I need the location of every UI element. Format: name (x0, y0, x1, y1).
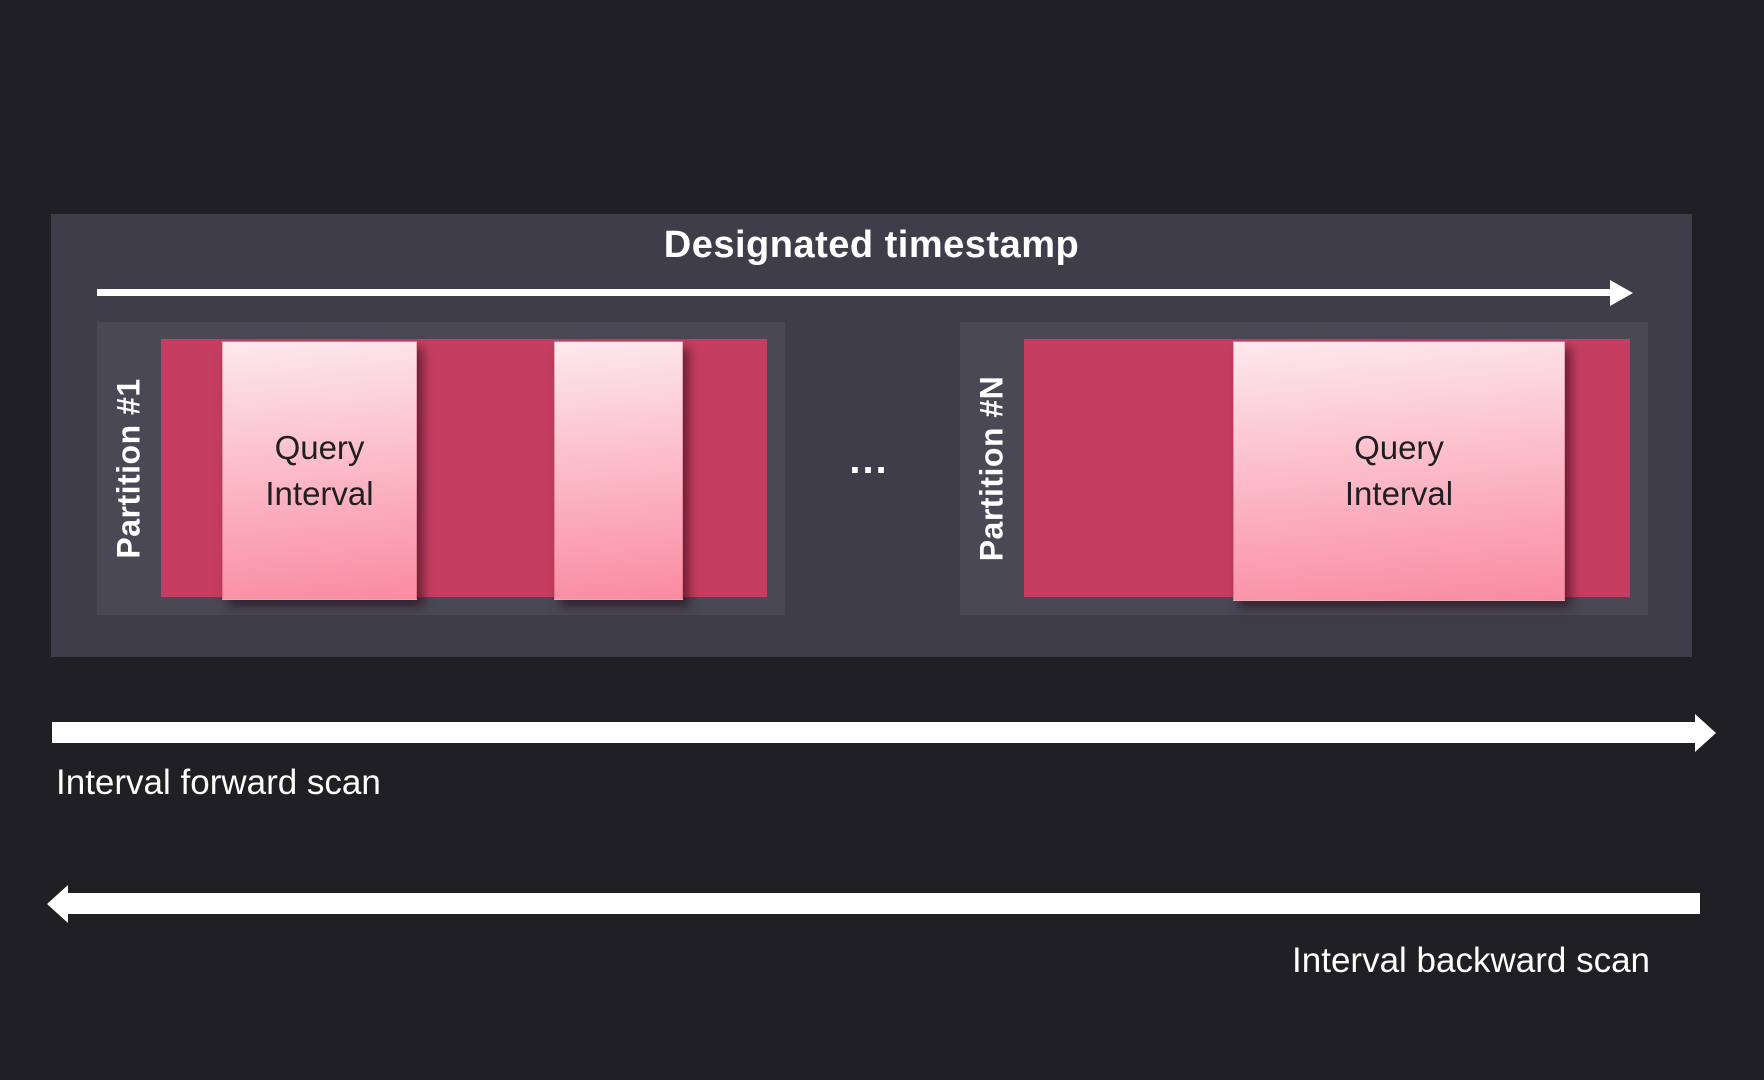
panel-title: Designated timestamp (663, 224, 1080, 266)
arrow-right-icon (1610, 280, 1633, 306)
partition-n-label: Partition #N (973, 375, 1010, 562)
query-interval-block: Query Interval (1233, 341, 1565, 601)
arrow-left-icon (47, 885, 68, 923)
query-interval-block (554, 341, 683, 600)
backward-scan-arrow-shaft (68, 893, 1700, 914)
partition-n-label-area: Partition #N (960, 322, 1024, 615)
query-interval-label-line: Interval (1344, 475, 1454, 512)
query-interval-label-line: Query (274, 428, 365, 466)
query-interval-block: Query Interval (222, 341, 417, 600)
forward-scan-arrow-shaft (52, 722, 1695, 743)
query-interval-label-line: Interval (265, 474, 374, 512)
partition-n-box: Partition #N Query Interval (960, 322, 1648, 615)
designated-timestamp-arrow-shaft (97, 289, 1611, 296)
partition-1-box: Partition #1 Query Interval (97, 322, 785, 615)
backward-scan-label: Interval backward scan (1292, 941, 1650, 980)
designated-timestamp-panel: Designated timestamp Partition #1 Query … (51, 214, 1692, 657)
partition-1-label: Partition #1 (110, 378, 147, 559)
forward-scan-label: Interval forward scan (56, 763, 381, 802)
partitions-ellipsis: ... (849, 438, 889, 482)
arrow-right-icon (1695, 714, 1716, 752)
query-interval-label-line: Query (1354, 429, 1444, 466)
partition-1-label-area: Partition #1 (97, 322, 161, 615)
